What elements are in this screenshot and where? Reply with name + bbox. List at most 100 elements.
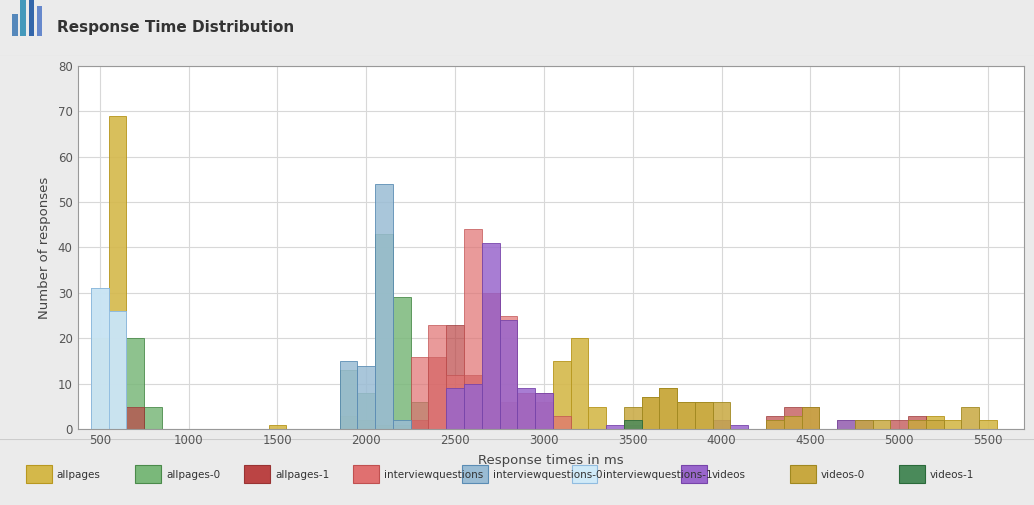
Bar [464,384,482,429]
Bar [624,425,642,429]
Text: allpages: allpages [57,471,100,480]
Bar [36,6,42,36]
Bar [358,420,375,429]
Bar [517,393,535,429]
Bar [29,0,34,36]
Text: allpages-0: allpages-0 [166,471,220,480]
Bar [838,420,855,429]
Bar [642,397,660,429]
Bar [677,402,695,429]
Bar [908,420,925,429]
Bar [571,338,588,429]
Bar [410,402,428,429]
Bar [899,465,924,483]
Bar [464,375,482,429]
X-axis label: Response times in ms: Response times in ms [478,454,624,467]
Bar [447,375,464,429]
Bar [855,420,873,429]
Bar [695,402,712,429]
Bar [535,393,553,429]
Bar [588,407,606,429]
Bar [979,420,997,429]
Bar [838,420,855,429]
Bar [464,229,482,429]
Bar [712,420,730,429]
Bar [91,338,109,429]
Bar [801,407,819,429]
Bar [517,388,535,429]
Bar [482,243,499,429]
Bar [462,465,488,483]
Text: Response Time Distribution: Response Time Distribution [57,20,294,35]
Bar [606,425,624,429]
Bar [354,465,379,483]
Bar [144,407,162,429]
Bar [21,0,26,36]
Bar [393,297,410,429]
Bar [482,293,499,429]
Y-axis label: Number of responses: Number of responses [38,176,51,319]
Bar [660,388,677,429]
Bar [908,416,925,429]
Bar [535,402,553,429]
Bar [499,316,517,429]
Bar [790,465,816,483]
Text: interviewquestions-1: interviewquestions-1 [603,471,712,480]
Bar [339,361,358,429]
Bar [962,407,979,429]
Bar [358,393,375,429]
Bar [766,416,784,429]
Bar [499,402,517,429]
Bar [244,465,270,483]
Bar [624,420,642,429]
Bar [339,370,358,429]
Bar [624,407,642,429]
Bar [91,288,109,429]
Bar [553,416,571,429]
Bar [109,116,126,429]
Bar [482,293,499,429]
Bar [677,402,695,429]
Bar [339,416,358,429]
Text: interviewquestions-0: interviewquestions-0 [493,471,603,480]
Bar [126,338,144,429]
Bar [393,420,410,429]
Bar [695,402,712,429]
Bar [925,420,944,429]
Bar [375,234,393,429]
Bar [766,420,784,429]
Bar [410,357,428,429]
Bar [375,184,393,429]
Bar [680,465,706,483]
Bar [358,366,375,429]
Bar [26,465,52,483]
Bar [12,14,18,36]
Bar [428,325,447,429]
Text: allpages-1: allpages-1 [275,471,330,480]
Bar [393,425,410,429]
Bar [855,420,873,429]
Bar [517,393,535,429]
Bar [447,388,464,429]
Text: videos: videos [711,471,746,480]
Bar [730,425,749,429]
Bar [553,361,571,429]
Bar [535,393,553,429]
Bar [109,311,126,429]
Bar [855,420,873,429]
Bar [801,407,819,429]
Bar [890,420,908,429]
Bar [375,425,393,429]
Bar [572,465,598,483]
Text: interviewquestions: interviewquestions [385,471,484,480]
Bar [944,420,962,429]
Bar [642,397,660,429]
Bar [660,388,677,429]
Bar [91,288,109,429]
Bar [784,407,801,429]
Bar [712,402,730,429]
Bar [269,425,286,429]
Text: videos-1: videos-1 [930,471,974,480]
Bar [410,420,428,429]
Bar [784,416,801,429]
